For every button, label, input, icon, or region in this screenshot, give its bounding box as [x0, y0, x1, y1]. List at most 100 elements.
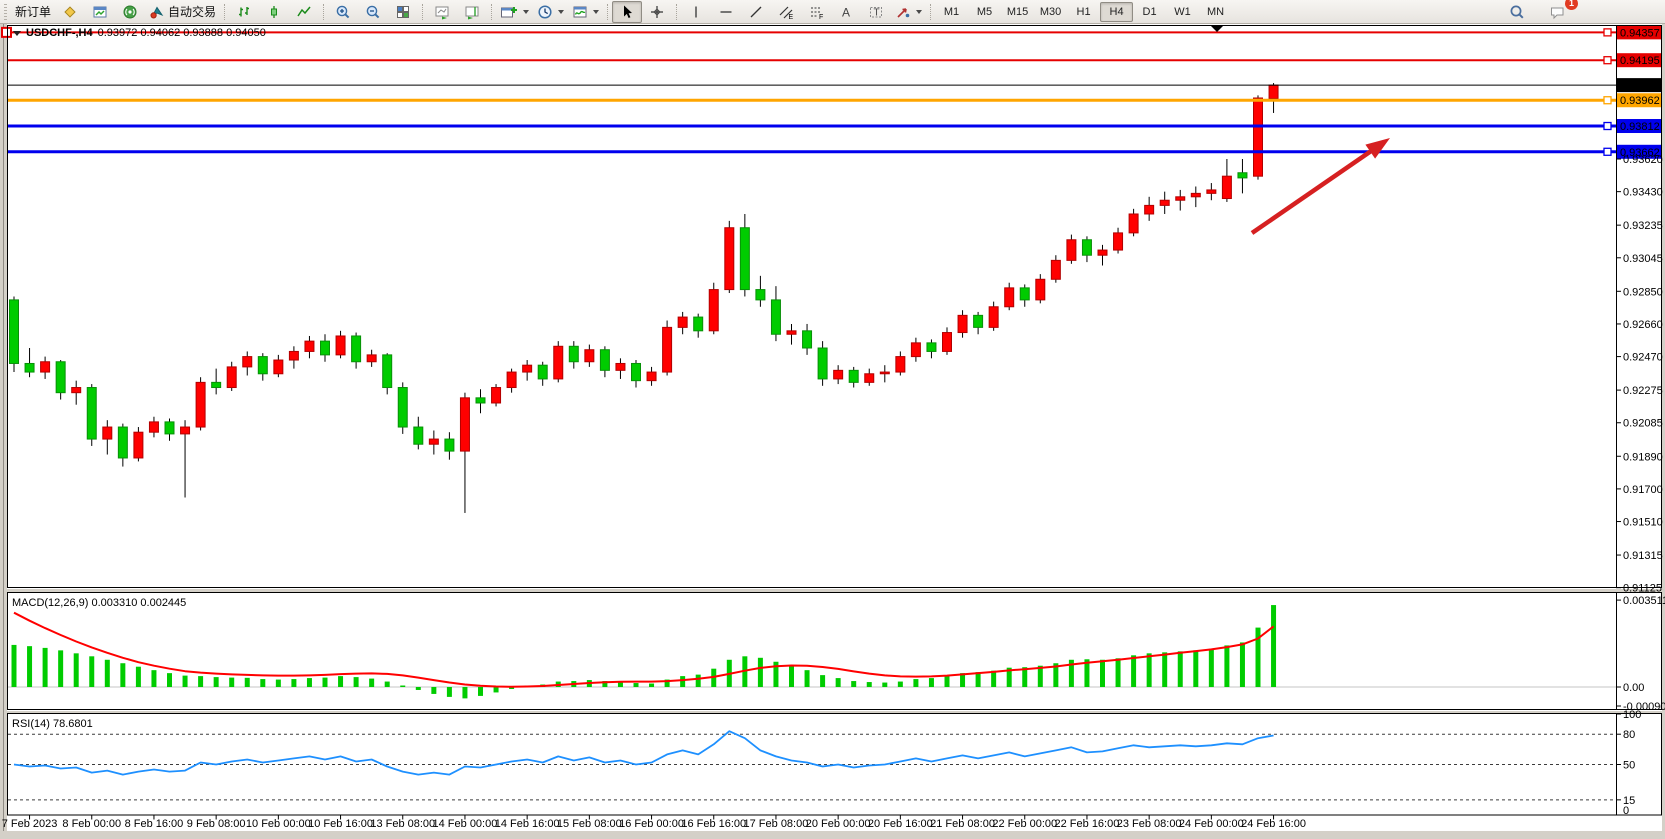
- level-handle[interactable]: [1603, 96, 1612, 105]
- trend-arrow-head[interactable]: [1365, 138, 1390, 159]
- timeframe-m5-button[interactable]: M5: [976, 5, 993, 18]
- timeframe-mn-button[interactable]: MN: [1206, 5, 1225, 18]
- auto-scroll-button[interactable]: [427, 1, 457, 23]
- search-button[interactable]: [1502, 1, 1532, 23]
- text-tool-button[interactable]: A: [831, 1, 861, 23]
- line-chart-mode-button[interactable]: [289, 1, 319, 23]
- candle-bear: [755, 289, 766, 301]
- timeframe-m30-button[interactable]: M30: [1039, 5, 1062, 18]
- crosshair-tool-button[interactable]: [642, 1, 672, 23]
- candle-bull: [180, 426, 191, 435]
- bar-chart-mode-button[interactable]: [229, 1, 259, 23]
- fibonacci-tool-button[interactable]: F: [801, 1, 831, 23]
- level-handle[interactable]: [1603, 121, 1612, 131]
- notifications-button[interactable]: 1: [1542, 0, 1578, 23]
- signals-button[interactable]: [115, 1, 145, 23]
- auto-trading-button[interactable]: 自动交易: [145, 1, 220, 23]
- new-order-button[interactable]: 新订单: [11, 1, 55, 23]
- chart-shift-marker-icon[interactable]: [1211, 26, 1223, 32]
- candle-bear: [973, 314, 984, 328]
- timeframe-w1-button[interactable]: W1: [1174, 5, 1191, 18]
- time-axis-label: 16 Feb 16:00: [681, 818, 746, 830]
- horizontal-line-tool-button[interactable]: [711, 1, 741, 23]
- timeframe-d1-button[interactable]: D1: [1142, 5, 1157, 18]
- symbol-dropdown-icon[interactable]: [13, 30, 21, 36]
- candle-bear: [413, 426, 424, 445]
- fibonacci-icon: F: [811, 6, 823, 20]
- candlestick-mode-button[interactable]: [259, 1, 289, 23]
- text-label-tool-button[interactable]: T: [861, 1, 891, 23]
- candle-bear: [599, 349, 610, 371]
- price-level-badge-text: 0.93662: [1620, 147, 1660, 159]
- candle-bull: [335, 335, 346, 356]
- macd-histogram-bar: [897, 681, 903, 687]
- arrows-tool-button[interactable]: [891, 1, 926, 23]
- timeframe-m1-button[interactable]: M1: [943, 5, 960, 18]
- dropdown-caret-icon: [558, 9, 565, 14]
- macd-histogram-bar: [369, 678, 375, 687]
- chart-window: 0.94357 0.94195 0.93962 0.93812 0.93662 0.940…: [0, 24, 1665, 839]
- level-handle[interactable]: [1603, 56, 1612, 65]
- candle-bear: [693, 316, 704, 332]
- candle-bull: [148, 421, 159, 433]
- candle-bear: [1081, 239, 1092, 256]
- macd-histogram-bar: [960, 673, 966, 687]
- candle-bull: [1206, 189, 1217, 194]
- level-handle[interactable]: [1603, 28, 1612, 37]
- chart-canvas[interactable]: 0.94357 0.94195 0.93962 0.93812 0.93662 0.940…: [0, 24, 1665, 839]
- timeframe-h1-button[interactable]: H1: [1076, 5, 1091, 18]
- candlestick-icon: [271, 5, 278, 18]
- timeframe-h4-button[interactable]: H4: [1100, 1, 1134, 22]
- candle-bull: [584, 349, 595, 363]
- indicators-icon: [573, 6, 587, 17]
- macd-histogram-bar: [1131, 655, 1137, 687]
- macd-histogram-bar: [913, 679, 919, 687]
- price-axis-label: 0.91315: [1623, 550, 1663, 562]
- vertical-line-tool-button[interactable]: [681, 1, 711, 23]
- price-axis-label: 0.91890: [1623, 451, 1663, 463]
- candle-bear: [802, 330, 813, 349]
- macd-histogram-bar: [851, 681, 857, 687]
- macd-histogram-bar: [446, 687, 452, 697]
- cursor-tool-button[interactable]: [612, 0, 643, 23]
- zoom-in-button[interactable]: [328, 1, 358, 23]
- panel-splitter[interactable]: [7, 711, 1662, 714]
- level-handle[interactable]: [1603, 147, 1612, 156]
- timeframe-m15-button[interactable]: M15: [1006, 5, 1029, 18]
- macd-histogram-bar: [695, 674, 701, 687]
- market-window-icon: [93, 6, 107, 17]
- level-handle[interactable]: [1, 26, 12, 38]
- metaeditor-button[interactable]: [55, 1, 85, 23]
- candle-bear: [55, 361, 66, 394]
- macd-histogram-bar: [1239, 642, 1245, 687]
- tile-windows-button[interactable]: [388, 1, 418, 23]
- channel-tool-button[interactable]: E: [771, 1, 801, 23]
- profiles-button[interactable]: [533, 1, 568, 23]
- zoom-out-button[interactable]: [358, 1, 388, 23]
- candle-bull: [1050, 259, 1061, 280]
- macd-histogram-bar: [353, 677, 359, 687]
- panel-splitter[interactable]: [7, 589, 1662, 592]
- candle-bear: [164, 421, 175, 435]
- macd-histogram-bar: [757, 657, 763, 687]
- macd-histogram-bar: [27, 646, 33, 687]
- candle-bull: [646, 371, 657, 382]
- macd-histogram-bar: [1271, 605, 1277, 687]
- candle-bull: [242, 356, 253, 368]
- chart-shift-button[interactable]: [457, 1, 487, 23]
- indicators-button[interactable]: [568, 1, 603, 23]
- auto-trading-label: 自动交易: [168, 5, 217, 19]
- svg-text:A: A: [842, 5, 850, 19]
- trend-arrow-line[interactable]: [1250, 149, 1372, 235]
- candle-bull: [71, 387, 82, 394]
- macd-histogram-bar: [1255, 627, 1261, 687]
- trendline-tool-button[interactable]: [741, 1, 771, 23]
- candle-bear: [320, 340, 330, 356]
- candle-bear: [848, 369, 859, 383]
- arrow-shapes-icon: [897, 7, 910, 18]
- chat-bubble-icon: [1550, 7, 1563, 19]
- candle-bull: [864, 373, 875, 383]
- market-watch-button[interactable]: [85, 1, 115, 23]
- new-chart-button[interactable]: [496, 1, 533, 23]
- price-axis-label: 0.92275: [1623, 385, 1663, 397]
